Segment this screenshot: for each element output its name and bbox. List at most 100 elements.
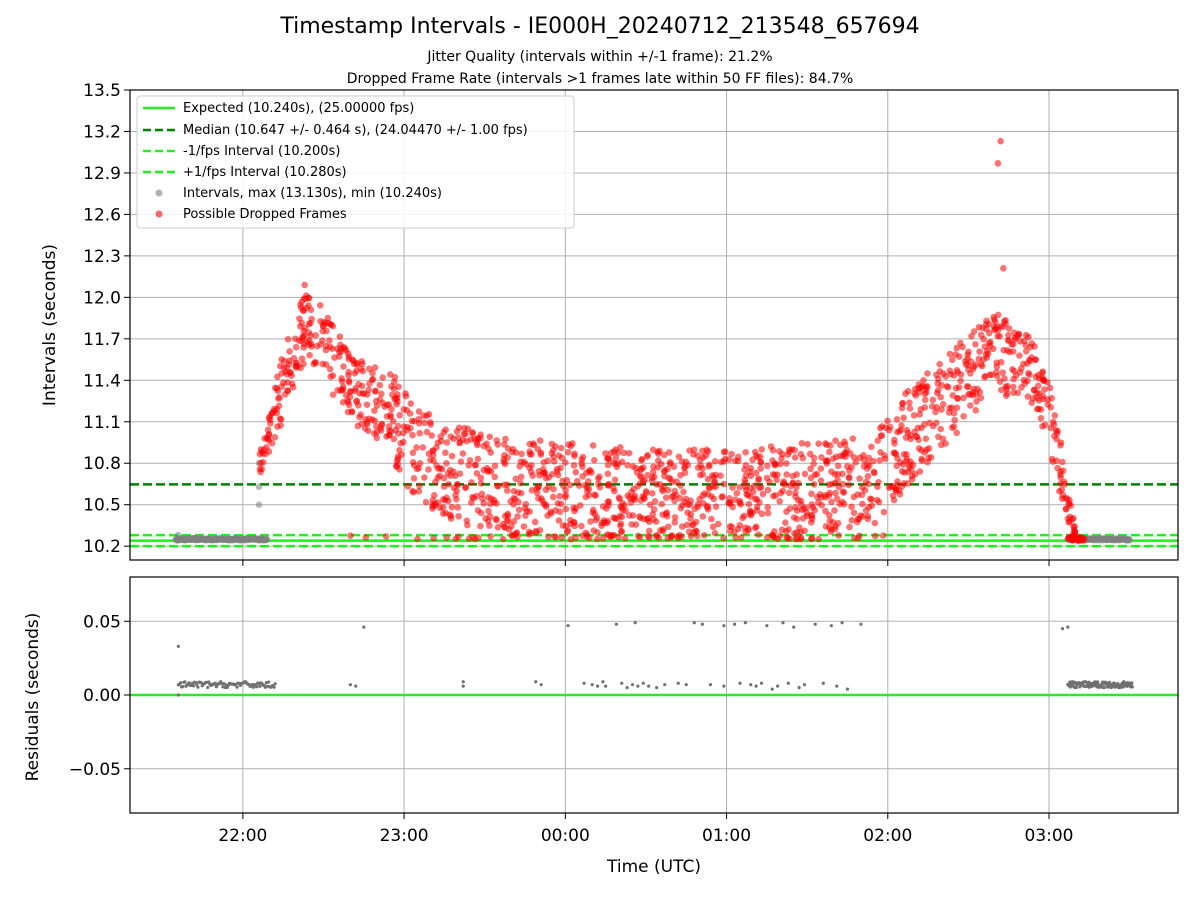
dropped-frame-point — [459, 450, 467, 457]
residual-point — [1130, 681, 1134, 685]
dropped-frame-point — [839, 480, 847, 488]
dropped-frame-point — [520, 523, 528, 530]
legend-label-minus-interval: -1/fps Interval (10.200s) — [183, 144, 340, 159]
dropped-frame-point — [259, 459, 267, 466]
dropped-frame-point — [763, 474, 771, 482]
dropped-frame-point — [390, 385, 398, 392]
dropped-frame-point — [342, 347, 350, 354]
residual-point — [743, 621, 747, 625]
dropped-frame-point — [352, 385, 359, 392]
dropped-frame-point — [372, 423, 380, 430]
dropped-frame-point — [517, 489, 525, 497]
dropped-frame-point — [792, 535, 800, 543]
residual-point — [348, 683, 352, 687]
dropped-frame-point — [665, 449, 673, 456]
top-plot-points — [172, 137, 1133, 544]
dropped-frame-point — [808, 490, 815, 498]
dropped-frame-point — [720, 534, 727, 542]
dropped-frame-point — [589, 442, 597, 449]
dropped-frame-point — [717, 458, 725, 466]
dropped-frame-point — [562, 486, 569, 494]
residual-point — [722, 684, 726, 688]
dropped-frame-point — [868, 502, 876, 509]
residual-point — [354, 684, 358, 688]
dropped-frame-point — [758, 510, 766, 518]
dropped-frame-point — [1035, 371, 1042, 379]
dropped-frame-point — [526, 451, 534, 458]
dropped-frame-point — [413, 444, 420, 451]
dropped-frame-point — [396, 411, 403, 419]
dropped-frame-point — [389, 418, 397, 425]
dropped-frame-point — [280, 379, 287, 387]
dropped-frame-point — [275, 395, 282, 402]
dropped-frame-point — [312, 359, 320, 367]
dropped-frame-point — [319, 337, 326, 345]
top-y-tick-label: 10.5 — [83, 496, 121, 516]
dropped-frame-point — [1065, 518, 1073, 525]
residual-point — [595, 684, 600, 688]
residual-point — [461, 680, 465, 684]
dropped-frame-point — [469, 493, 476, 501]
dropped-frame-point — [826, 448, 833, 456]
bottom-plot-points — [176, 621, 1134, 697]
dropped-frame-point — [832, 437, 839, 445]
dropped-frame-point — [834, 476, 841, 484]
dropped-frame-point — [890, 496, 898, 504]
dropped-frame-point — [714, 520, 722, 528]
dropped-frame-point — [729, 484, 736, 491]
dropped-frame-point — [455, 512, 462, 520]
dropped-frame-point — [906, 405, 914, 412]
dropped-frame-point — [338, 375, 345, 382]
dropped-frame-point — [1041, 421, 1049, 429]
top-y-tick-label: 12.6 — [83, 205, 121, 225]
dropped-frame-point — [881, 455, 889, 463]
dropped-frame-point — [1062, 505, 1070, 512]
dropped-frame-point — [697, 471, 704, 479]
dropped-frame-point — [751, 524, 759, 532]
dropped-frame-point — [911, 470, 919, 478]
dropped-frame-point — [1057, 441, 1064, 449]
dropped-frame-point — [682, 458, 690, 466]
dropped-frame-point — [946, 404, 953, 412]
dropped-frame-point — [770, 492, 777, 500]
dropped-frame-point — [643, 489, 650, 497]
dropped-frame-point — [721, 448, 729, 455]
dropped-frame-point — [688, 521, 696, 529]
dropped-frame-point — [472, 461, 479, 469]
dropped-frame-point — [711, 457, 719, 465]
dropped-frame-point — [874, 437, 882, 445]
dropped-frame-point — [811, 471, 819, 478]
dropped-frame-point — [394, 398, 401, 405]
dropped-frame-point — [587, 518, 594, 525]
dropped-frame-point — [965, 348, 972, 356]
dropped-frame-point — [899, 400, 906, 408]
dropped-frame-point — [681, 464, 688, 472]
dropped-frame-point — [980, 335, 987, 343]
dropped-frame-point — [703, 504, 711, 511]
dropped-frame-point — [1063, 495, 1071, 502]
residual-point — [821, 681, 825, 685]
dropped-frame-point — [871, 532, 879, 540]
dropped-frame-point — [701, 531, 708, 539]
dropped-frame-point — [953, 344, 961, 352]
residual-point — [655, 686, 659, 690]
dropped-frame-point — [423, 428, 431, 436]
dropped-frame-point — [807, 465, 814, 473]
dropped-frame-point — [445, 497, 452, 505]
dropped-frame-point — [462, 430, 469, 438]
dropped-frame-point — [486, 433, 494, 441]
dropped-frame-point — [383, 413, 391, 420]
dropped-frame-point — [752, 469, 760, 477]
dropped-frame-point — [572, 468, 580, 476]
dropped-frame-point — [457, 458, 465, 466]
dropped-frame-point — [395, 430, 402, 437]
bottom-y-tick-label: −0.05 — [69, 760, 121, 780]
dropped-frame-point — [1059, 467, 1067, 474]
dropped-frame-point — [808, 512, 816, 520]
dropped-frame-point — [751, 448, 759, 456]
dropped-frame-point — [855, 532, 863, 540]
dropped-frame-point — [624, 461, 631, 469]
dropped-frame-point — [620, 449, 628, 457]
dropped-frame-point — [658, 486, 666, 493]
residual-point — [663, 683, 667, 687]
